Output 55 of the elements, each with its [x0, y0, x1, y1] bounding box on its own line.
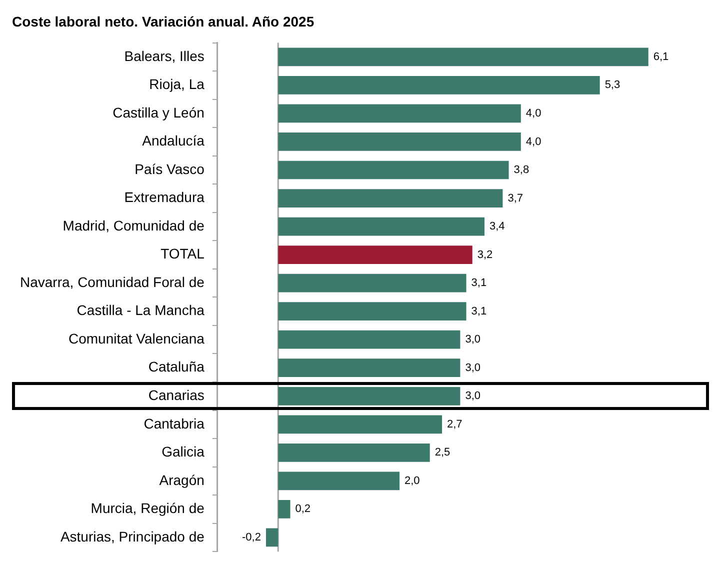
data-label: 6,1 — [653, 50, 669, 63]
bar — [278, 104, 521, 123]
y-tick-label: Extremadura — [124, 189, 205, 206]
data-label: 3,1 — [471, 277, 487, 290]
data-label: 3,0 — [465, 334, 481, 346]
bar — [278, 274, 466, 292]
y-tick-label: Balears, Illes — [124, 48, 204, 64]
bar — [278, 302, 466, 321]
data-label: 2,7 — [447, 418, 462, 430]
data-label: 3,0 — [465, 362, 481, 374]
bar — [278, 415, 442, 434]
chart-title: Coste laboral neto. Variación anual. Año 2025 — [12, 13, 314, 30]
data-label: 3,4 — [489, 220, 505, 233]
data-label: 2,5 — [434, 446, 450, 459]
y-tick-label: Castilla y León — [112, 104, 204, 120]
bar — [278, 386, 460, 406]
bar — [278, 48, 648, 66]
y-tick-label: Aragón — [159, 472, 204, 488]
bar — [278, 160, 509, 180]
bar — [266, 528, 278, 547]
data-label: 4,0 — [526, 108, 542, 120]
data-label: 3,2 — [477, 248, 493, 261]
data-label: 3,8 — [514, 164, 530, 176]
data-label: 3,0 — [465, 390, 481, 402]
bar — [278, 330, 460, 349]
data-label: 3,1 — [471, 305, 487, 318]
y-tick-label: Comunitat Valenciana — [68, 330, 205, 346]
data-label: 0,2 — [295, 503, 311, 516]
bar — [278, 217, 484, 236]
data-label: -0,2 — [242, 532, 261, 544]
bar — [278, 189, 503, 208]
y-tick-label: Andalucía — [142, 132, 205, 149]
y-tick-label: Madrid, Comunidad de — [62, 217, 205, 234]
y-tick-label: Castilla - La Mancha — [76, 302, 205, 318]
bar — [278, 132, 521, 151]
y-tick-label: Navarra, Comunidad Foral de — [20, 274, 205, 290]
data-label: 3,7 — [508, 192, 523, 204]
bar — [278, 472, 400, 490]
y-tick-label: Cantabria — [144, 415, 205, 432]
y-tick-label: Rioja, La — [149, 76, 205, 92]
y-tick-label: TOTAL — [160, 246, 205, 262]
y-tick-label: País Vasco — [134, 160, 205, 177]
bar — [278, 76, 600, 94]
bar — [278, 500, 290, 518]
bar — [278, 443, 430, 462]
data-label: 2,0 — [404, 474, 420, 487]
y-tick-label: Asturias, Principado de — [60, 528, 205, 544]
y-tick-label: Galicia — [162, 444, 205, 460]
data-label: 4,0 — [526, 136, 542, 148]
bar — [278, 246, 472, 264]
y-tick-label: Canarias — [148, 386, 204, 403]
data-label: 5,3 — [604, 79, 620, 92]
bar — [278, 358, 460, 378]
y-tick-label: Murcia, Región de — [90, 500, 205, 516]
y-tick-label: Cataluña — [148, 358, 205, 375]
